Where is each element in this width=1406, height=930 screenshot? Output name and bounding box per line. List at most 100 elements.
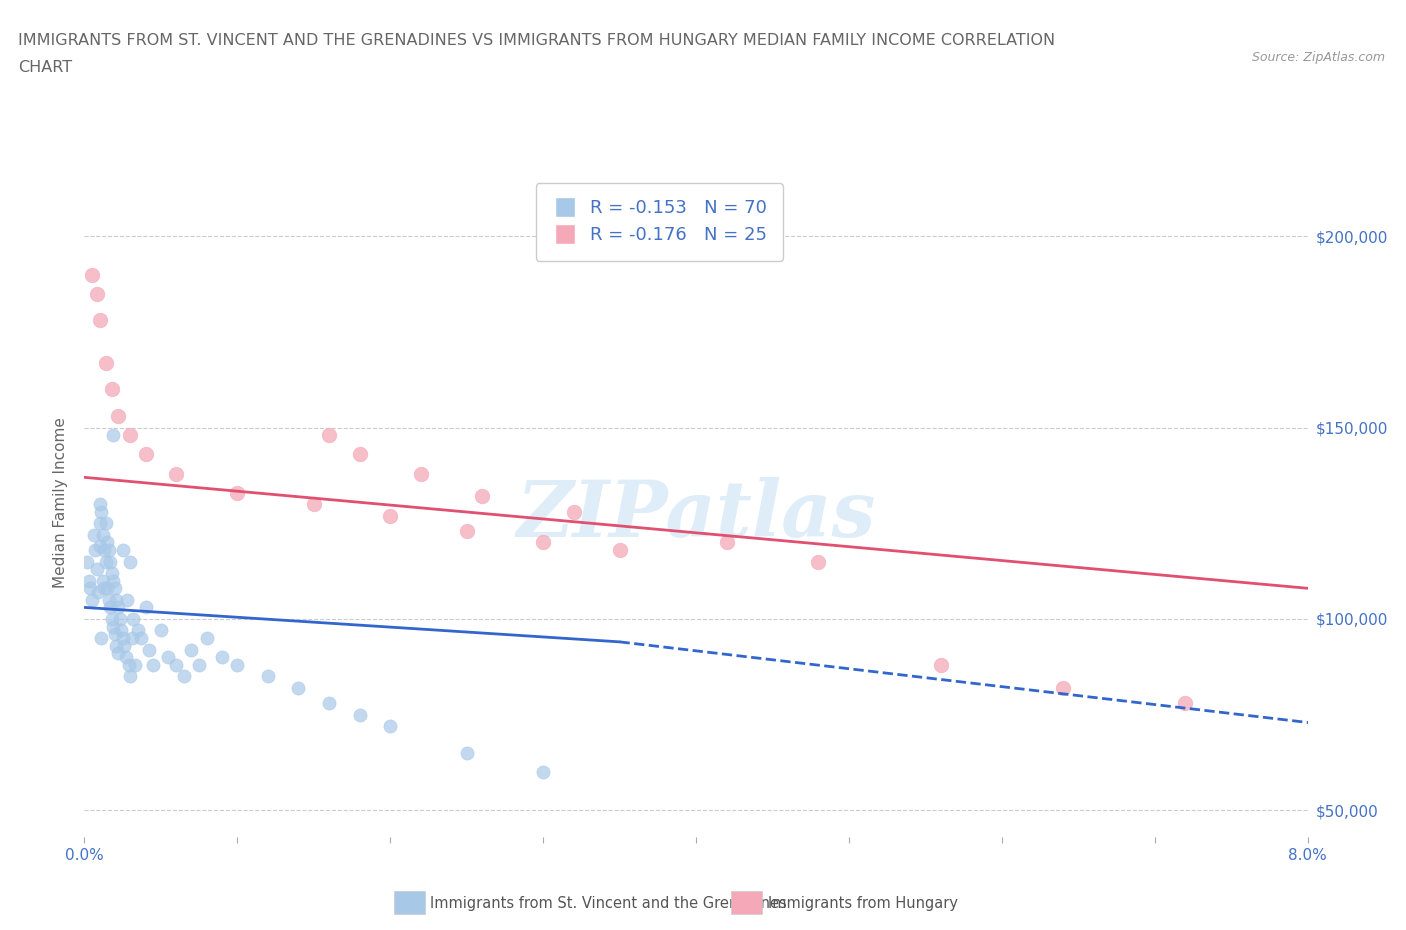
Point bbox=[103, 573, 125, 588]
Point bbox=[531, 535, 554, 550]
Point bbox=[120, 428, 142, 443]
Point bbox=[80, 267, 103, 282]
Point bbox=[96, 581, 118, 596]
Point bbox=[84, 542, 107, 557]
Point bbox=[105, 592, 128, 607]
Point bbox=[562, 504, 585, 519]
Point bbox=[101, 565, 124, 580]
Point bbox=[103, 619, 125, 634]
Point bbox=[104, 627, 127, 642]
Point bbox=[1052, 681, 1074, 696]
Point bbox=[173, 669, 195, 684]
Point bbox=[104, 581, 127, 596]
Point bbox=[91, 527, 114, 542]
Text: Immigrants from St. Vincent and the Grenadines: Immigrants from St. Vincent and the Gren… bbox=[430, 896, 787, 910]
Point bbox=[103, 428, 125, 443]
Point bbox=[93, 581, 115, 596]
Point bbox=[226, 658, 249, 672]
Point bbox=[108, 611, 131, 626]
Point bbox=[94, 554, 117, 569]
Point bbox=[111, 631, 134, 645]
Point bbox=[86, 286, 108, 301]
Point bbox=[349, 447, 371, 462]
Point bbox=[349, 707, 371, 722]
Point bbox=[89, 313, 111, 328]
Point bbox=[471, 489, 494, 504]
Point bbox=[287, 681, 309, 696]
Point bbox=[188, 658, 211, 672]
Point bbox=[97, 542, 120, 557]
Text: Immigrants from Hungary: Immigrants from Hungary bbox=[768, 896, 957, 910]
Point bbox=[456, 524, 478, 538]
Point bbox=[94, 355, 117, 370]
Point bbox=[112, 638, 135, 653]
Point bbox=[86, 562, 108, 577]
Point bbox=[456, 745, 478, 760]
Point bbox=[98, 600, 121, 615]
Point bbox=[157, 650, 180, 665]
Point bbox=[318, 696, 340, 711]
Point bbox=[89, 516, 111, 531]
Point bbox=[93, 542, 115, 557]
Point bbox=[226, 485, 249, 500]
Point bbox=[120, 554, 142, 569]
Point bbox=[165, 466, 187, 481]
Point bbox=[98, 554, 121, 569]
Point bbox=[114, 650, 136, 665]
Text: CHART: CHART bbox=[18, 60, 72, 75]
Point bbox=[97, 592, 120, 607]
Point bbox=[165, 658, 187, 672]
Y-axis label: Median Family Income: Median Family Income bbox=[53, 417, 69, 588]
Point bbox=[138, 642, 160, 657]
Point bbox=[716, 535, 738, 550]
Point bbox=[1174, 696, 1197, 711]
Point bbox=[121, 631, 143, 645]
Point bbox=[124, 658, 146, 672]
Point bbox=[110, 623, 132, 638]
Point bbox=[105, 638, 128, 653]
Point bbox=[409, 466, 432, 481]
Point bbox=[90, 504, 112, 519]
Point bbox=[380, 719, 402, 734]
Point bbox=[80, 592, 103, 607]
Point bbox=[91, 573, 114, 588]
Point bbox=[211, 650, 233, 665]
Point bbox=[79, 581, 101, 596]
Point bbox=[107, 600, 129, 615]
Point bbox=[77, 573, 100, 588]
Point bbox=[107, 408, 129, 423]
Text: IMMIGRANTS FROM ST. VINCENT AND THE GRENADINES VS IMMIGRANTS FROM HUNGARY MEDIAN: IMMIGRANTS FROM ST. VINCENT AND THE GREN… bbox=[18, 33, 1056, 47]
Point bbox=[180, 642, 202, 657]
Point bbox=[195, 631, 218, 645]
Point bbox=[609, 542, 631, 557]
Point bbox=[135, 600, 157, 615]
Point bbox=[302, 497, 325, 512]
Point bbox=[257, 669, 280, 684]
Point bbox=[380, 508, 402, 523]
Point bbox=[118, 658, 141, 672]
Point bbox=[76, 554, 98, 569]
Point bbox=[111, 542, 134, 557]
Point bbox=[929, 658, 952, 672]
Point bbox=[89, 538, 111, 553]
Point bbox=[318, 428, 340, 443]
Point bbox=[94, 516, 117, 531]
Point bbox=[127, 623, 149, 638]
Point bbox=[149, 623, 172, 638]
Point bbox=[129, 631, 152, 645]
Point bbox=[807, 554, 830, 569]
Point bbox=[101, 611, 124, 626]
Point bbox=[96, 535, 118, 550]
Point bbox=[120, 669, 142, 684]
Point bbox=[101, 382, 124, 397]
Point bbox=[90, 631, 112, 645]
Point bbox=[107, 646, 129, 661]
Point bbox=[135, 447, 157, 462]
Point bbox=[83, 527, 105, 542]
Point bbox=[87, 585, 110, 600]
Point bbox=[531, 764, 554, 779]
Legend: R = -0.153   N = 70, R = -0.176   N = 25: R = -0.153 N = 70, R = -0.176 N = 25 bbox=[536, 183, 783, 260]
Point bbox=[115, 592, 138, 607]
Point bbox=[89, 497, 111, 512]
Text: ZIPatlas: ZIPatlas bbox=[516, 477, 876, 554]
